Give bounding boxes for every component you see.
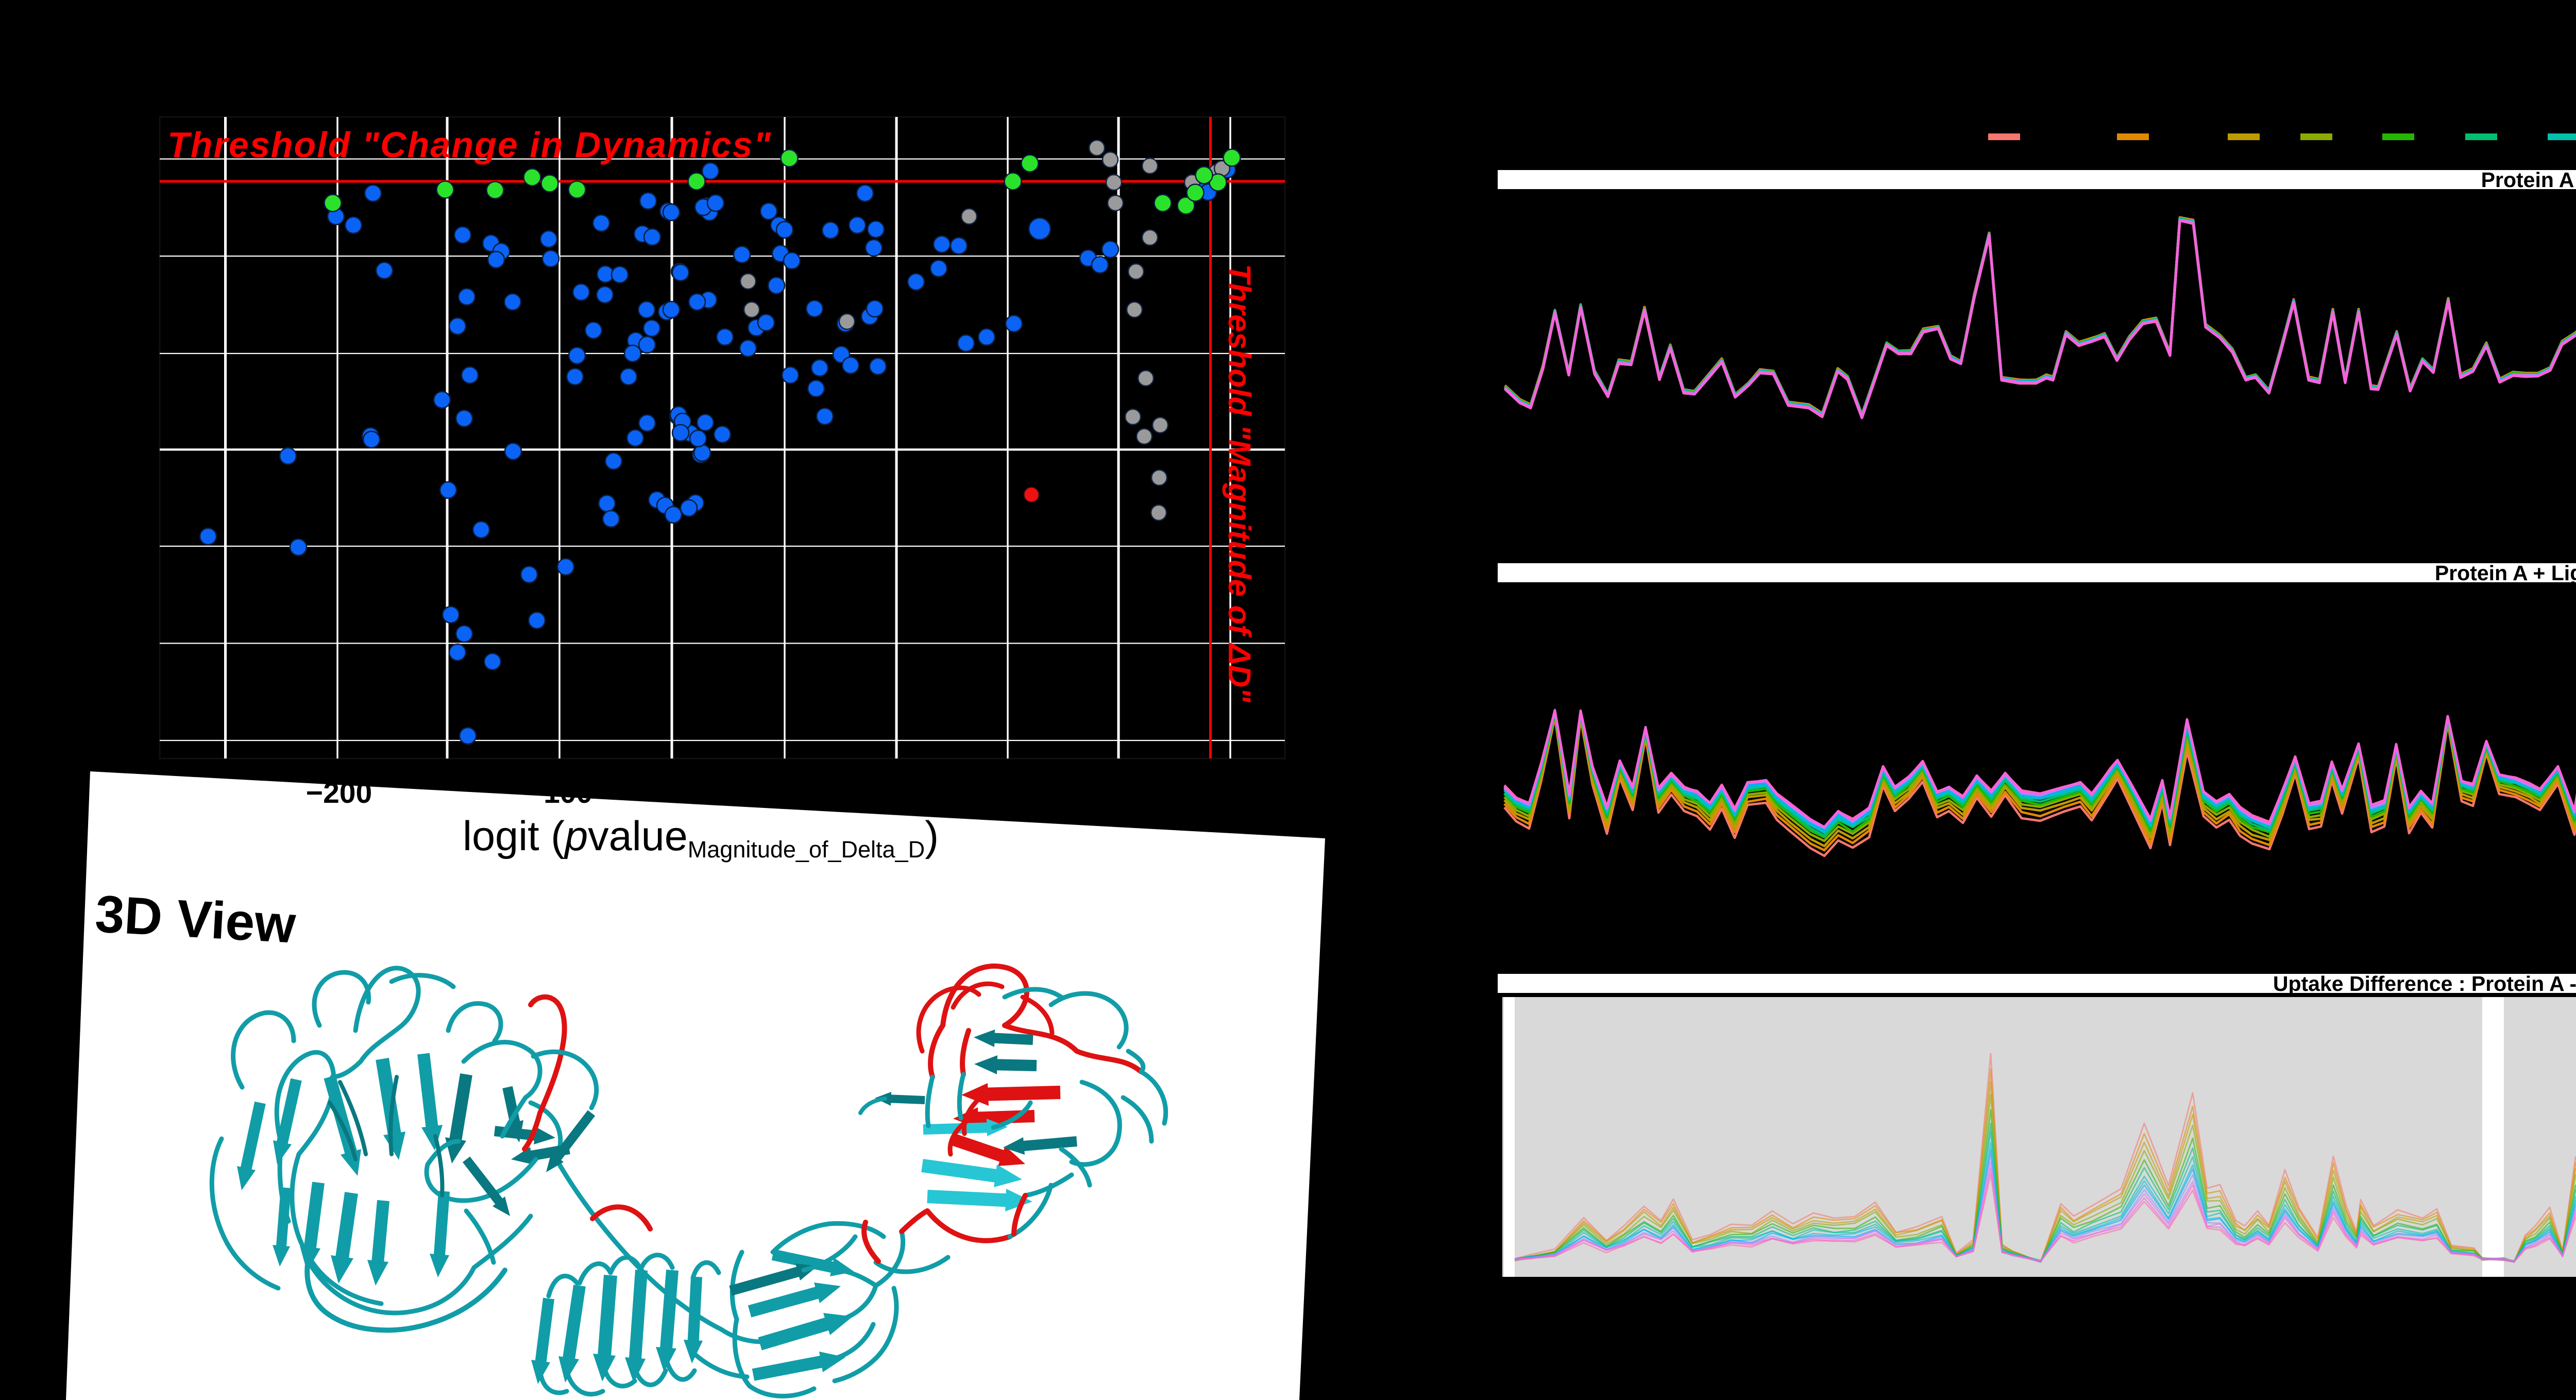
svg-text:Threshold "Magnitude of ΔD": Threshold "Magnitude of ΔD"	[1222, 264, 1257, 703]
svg-text:−200: −200	[306, 777, 372, 809]
svg-text:Uptake Difference : Protein A: Uptake Difference : Protein A - (Protein…	[2273, 972, 2576, 996]
svg-text:−100: −100	[527, 777, 592, 809]
svg-text:Protein A: Protein A	[2481, 168, 2574, 192]
svg-text:3D View: 3D View	[94, 884, 298, 954]
svg-text:Threshold "Change in Dynamics": Threshold "Change in Dynamics"	[167, 125, 772, 165]
svg-text:Protein A + Ligand: Protein A + Ligand	[2435, 561, 2576, 585]
